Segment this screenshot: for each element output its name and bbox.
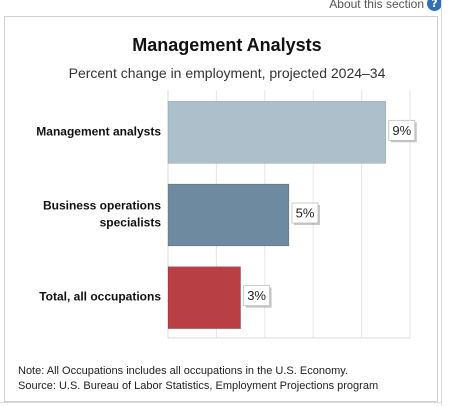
panel-divider [441,0,442,406]
category-label: Business operations [43,199,161,213]
chart-title: Management Analysts [132,35,322,55]
category-label: Total, all occupations [39,290,161,304]
about-section-label: About this section [329,0,424,11]
chart-footnotes: Note: All Occupations includes all occup… [18,364,378,394]
footnote-source: Source: U.S. Bureau of Labor Statistics,… [18,380,379,392]
value-label-box [243,285,270,307]
bar [167,266,241,329]
value-label: 9% [392,123,411,138]
category-label: Management analysts [36,124,161,138]
chart-subtitle: Percent change in employment, projected … [68,65,386,81]
about-section-link[interactable]: About this section ? [329,0,442,11]
bar [167,101,387,164]
help-icon[interactable]: ? [427,0,442,11]
panel-bottom-divider [0,402,441,403]
category-label: specialists [100,216,162,230]
value-label-box [291,202,319,224]
value-label: 3% [247,288,266,303]
bar [167,183,290,247]
value-label-box [388,119,416,141]
footnote-note: Note: All Occupations includes all occup… [18,365,348,377]
value-label: 5% [296,206,315,221]
